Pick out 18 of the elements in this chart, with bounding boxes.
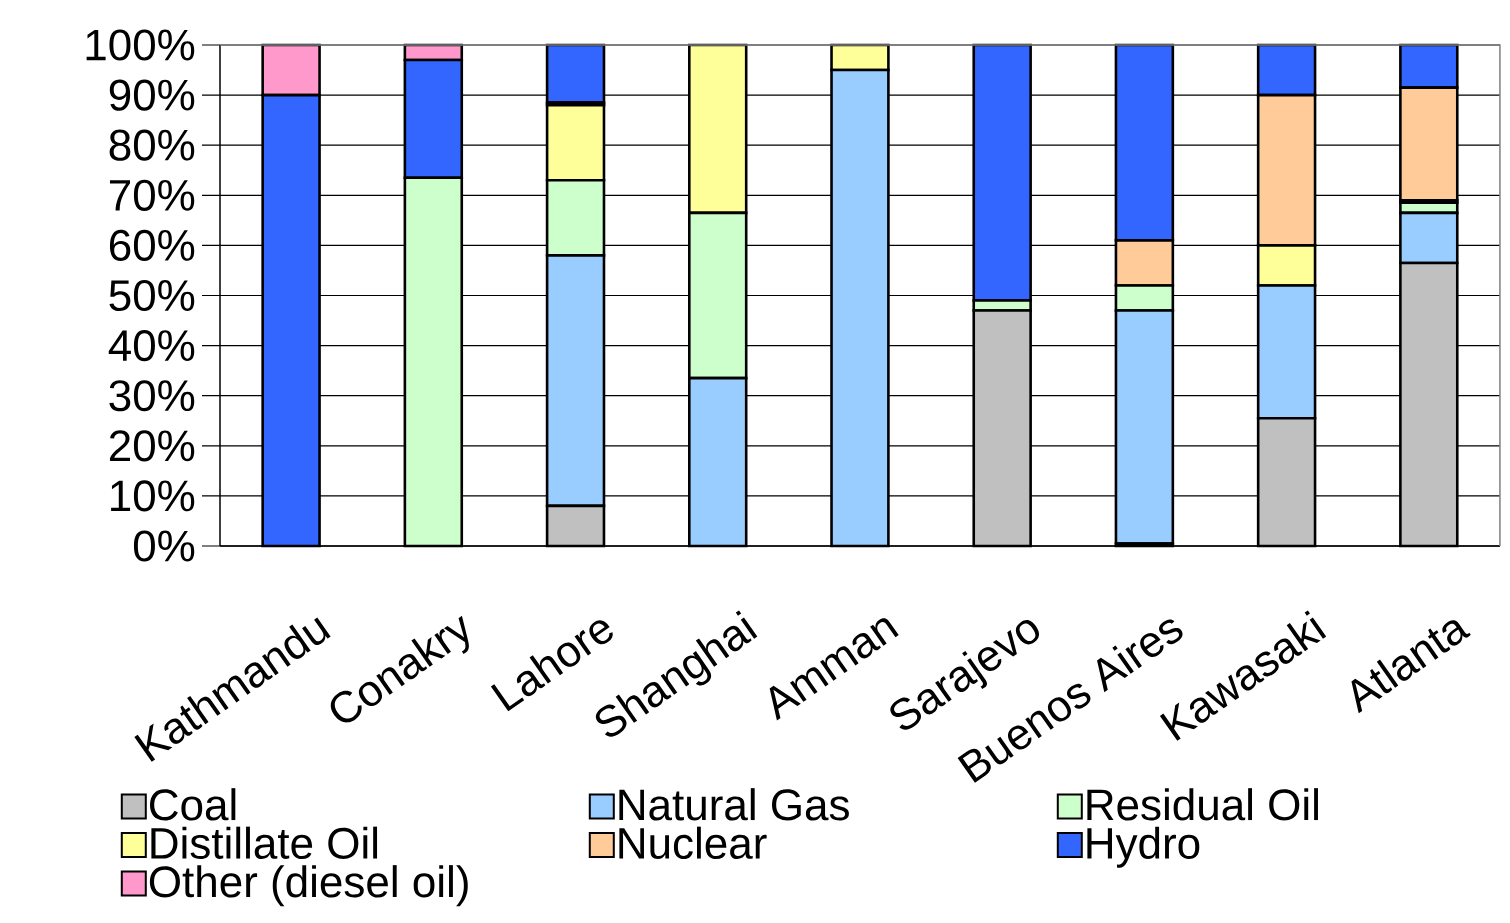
y-tick-label: 20%: [109, 430, 195, 462]
legend-label: Natural Gas: [619, 788, 849, 821]
y-tick-label: 10%: [111, 480, 195, 512]
y-tick-label: 60%: [109, 229, 195, 261]
y-tick-label: 40%: [108, 330, 195, 362]
y-tick-label: 0%: [133, 530, 195, 562]
legend-label: Coal: [150, 788, 236, 821]
legend-label: Nuclear: [619, 826, 767, 859]
legend-label: Distillate Oil: [151, 826, 378, 859]
y-tick-label: 50%: [109, 279, 195, 312]
y-tick-label: 30%: [109, 380, 195, 412]
y-tick-label: 80%: [109, 129, 195, 161]
legend-label: Other (diesel oil): [149, 865, 468, 907]
legend-label: Residual Oil: [1087, 788, 1318, 821]
legend-label: Hydro: [1087, 826, 1200, 868]
y-tick-label: 90%: [109, 79, 195, 111]
y-tick-label: 100%: [86, 29, 195, 61]
y-tick-label: 70%: [109, 179, 195, 211]
